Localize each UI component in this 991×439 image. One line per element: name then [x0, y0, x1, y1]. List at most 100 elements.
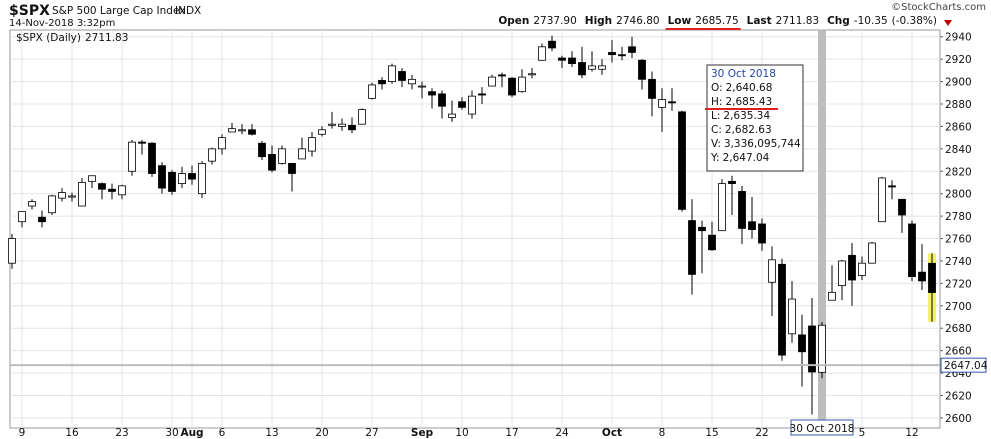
y-tick-label: 2740: [945, 256, 972, 268]
quote-value: 2711.83: [776, 15, 819, 27]
tooltip-title: 30 Oct 2018: [711, 68, 776, 80]
candle-body: [578, 62, 586, 76]
tooltip-key: V:: [711, 138, 721, 150]
candle-body: [148, 142, 156, 174]
candle-body: [778, 263, 786, 356]
candle-body: [198, 163, 206, 195]
candle-body: [498, 74, 506, 77]
y-tick-label: 2620: [945, 390, 972, 402]
quote-label: Open: [498, 15, 529, 27]
candle-body: [568, 57, 576, 65]
y-tick-label: 2800: [945, 189, 972, 201]
candle-body: [698, 226, 706, 232]
legend: $SPX (Daily) 2711.83: [16, 32, 128, 44]
candle-body: [738, 191, 746, 229]
candle-body: [658, 99, 666, 108]
candle-body: [758, 223, 766, 244]
price-label-box: [940, 357, 987, 373]
y-tick-label: 2940: [945, 32, 972, 44]
tooltip-row: L: 2,635.34: [711, 110, 770, 122]
x-tick-label: 13: [265, 427, 278, 439]
y-tick-label: 2700: [945, 301, 972, 313]
candle-body: [338, 123, 346, 127]
candle-body: [138, 141, 146, 144]
y-tick-label: 2900: [945, 77, 972, 89]
tooltip-row: C: 2,682.63: [711, 124, 772, 136]
date-label-box: [790, 419, 854, 436]
tooltip-key: Y:: [710, 152, 720, 164]
candle-body: [828, 291, 836, 301]
candle-body: [358, 109, 366, 125]
candle-body: [418, 85, 426, 88]
candle-body: [878, 177, 886, 223]
candle-body: [628, 46, 636, 53]
candle-body: [728, 180, 736, 184]
y-tick-label: 2860: [945, 121, 972, 133]
tooltip-key: C:: [711, 124, 722, 136]
candle-body: [118, 185, 126, 196]
tooltip-value: 2,647.04: [723, 152, 770, 164]
candle-body: [248, 129, 256, 135]
candle-body: [638, 59, 646, 80]
candle-body: [388, 65, 396, 82]
y-tick-label: 2820: [945, 166, 972, 178]
tooltip-key: H:: [711, 96, 722, 108]
x-tick-label: 12: [905, 427, 918, 439]
candle-body: [798, 334, 806, 353]
candle-body: [768, 259, 776, 283]
symbol: $SPX: [9, 3, 50, 19]
candle-body: [818, 324, 826, 373]
candle-body: [128, 141, 136, 172]
candle-body: [278, 148, 286, 164]
candle-body: [228, 128, 236, 133]
x-tick-label: 24: [555, 427, 569, 439]
index-name: S&P 500 Large Cap Index: [52, 5, 185, 17]
candle-body: [718, 183, 726, 232]
candle-body: [108, 188, 116, 192]
date-label: 30 Oct 2018: [790, 423, 855, 435]
y-tick-label: 2760: [945, 234, 972, 246]
quote-label: Last: [747, 15, 772, 27]
candle-body: [598, 65, 606, 70]
candle-body: [168, 171, 176, 192]
tooltip-row: O: 2,640.68: [711, 82, 772, 94]
candle-body: [678, 111, 686, 210]
candle-body: [858, 262, 866, 276]
candle-body: [748, 221, 756, 230]
quote-value: 2746.80: [616, 15, 659, 27]
x-tick-label: 17: [505, 427, 518, 439]
candle-body: [48, 195, 56, 214]
tooltip-row: Y: 2,647.04: [710, 152, 770, 164]
candle-body: [898, 198, 906, 216]
x-tick-label: 23: [115, 427, 128, 439]
candle-body: [18, 211, 26, 223]
candle-body: [38, 216, 46, 223]
y-tick-label: 2920: [945, 54, 972, 66]
tooltip-value: 2,685.43: [725, 96, 772, 108]
tooltip-key: O:: [711, 82, 723, 94]
y-tick-label: 2600: [945, 413, 972, 425]
candle-body: [268, 154, 276, 171]
candle-body: [428, 91, 436, 96]
quote-bar: Open 2737.90 High 2746.80 Low 2685.75 Last 2711…: [498, 15, 937, 27]
candle-body: [368, 84, 376, 99]
tooltip-key: L:: [711, 110, 720, 122]
candle-body: [448, 113, 456, 118]
candle-body: [288, 163, 296, 174]
x-tick-label: 6: [219, 427, 226, 439]
candle-body: [508, 77, 516, 96]
x-tick-label: Aug: [180, 427, 203, 439]
y-tick-label: 2840: [945, 144, 972, 156]
quote-value: -10.35: [854, 15, 888, 27]
candle-body: [848, 254, 856, 281]
candle-body: [888, 185, 896, 188]
candle-body: [468, 95, 476, 115]
credit: ©StockCharts.com: [891, 2, 986, 13]
candle-body: [258, 142, 266, 158]
candle-body: [918, 271, 926, 282]
y-tick-label: 2660: [945, 346, 972, 358]
candle-body: [668, 101, 676, 104]
candle-body: [28, 201, 36, 207]
y-tick-label: 2720: [945, 278, 972, 290]
x-tick-label: 15: [705, 427, 718, 439]
